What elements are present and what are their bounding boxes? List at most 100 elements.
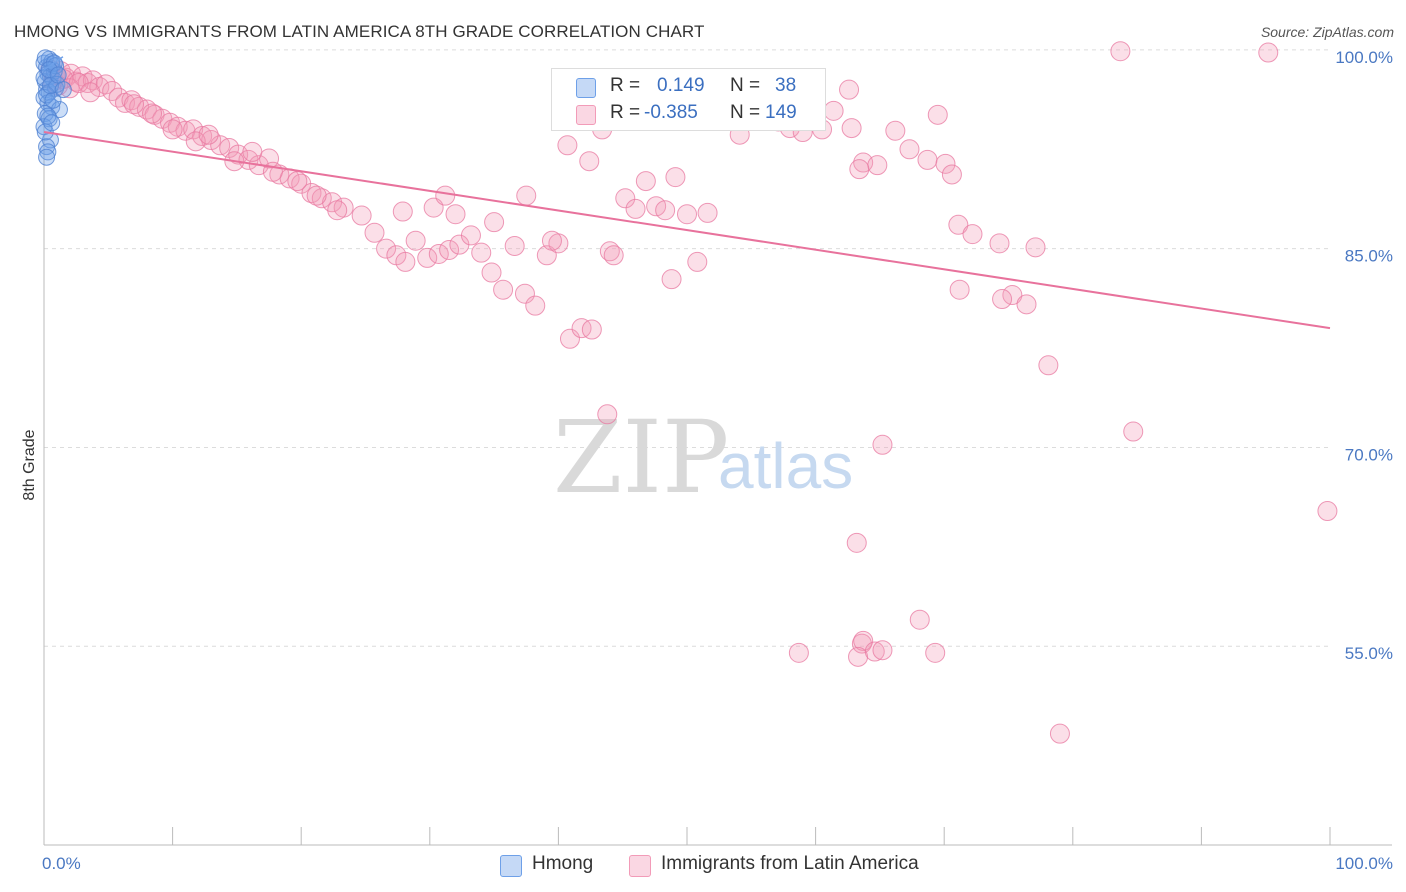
- latin-america-point: [142, 103, 163, 124]
- latin-america-point: [445, 204, 466, 225]
- latin-america-swatch: [629, 855, 651, 877]
- latin-america-point: [301, 183, 322, 203]
- latin-america-point: [849, 159, 870, 180]
- hmong-point: [49, 66, 67, 84]
- y-tick-labels: 55.0% 70.0% 85.0% 100.0%: [1335, 48, 1393, 663]
- latin-america-point: [1016, 294, 1037, 315]
- hmong-legend-label: Hmong: [532, 853, 594, 874]
- latin-america-point: [364, 222, 385, 243]
- latin-america-point: [839, 79, 860, 100]
- n-value: 38: [775, 75, 797, 96]
- latin-america-point: [287, 171, 308, 192]
- y-tick-label: 55.0%: [1345, 644, 1393, 663]
- latin-america-point: [392, 201, 413, 222]
- x-tick-label: 100.0%: [1335, 854, 1393, 873]
- y-tick-label: 100.0%: [1335, 48, 1393, 67]
- latin-america-point: [1049, 723, 1070, 744]
- latin-america-point: [661, 269, 682, 290]
- latin-america-point: [439, 239, 460, 260]
- latin-america-point: [1123, 421, 1144, 442]
- latin-america-point: [185, 131, 206, 152]
- latin-america-point: [428, 243, 449, 264]
- latin-america-point: [571, 318, 592, 339]
- latin-america-point: [872, 434, 893, 455]
- hmong-point: [39, 143, 57, 161]
- latin-america-point: [484, 212, 505, 233]
- latin-america-point: [417, 247, 438, 268]
- latin-america-point: [948, 214, 969, 235]
- latin-america-point: [311, 188, 332, 209]
- latin-america-point: [80, 82, 101, 103]
- latin-america-point: [848, 646, 869, 667]
- latin-america-point: [1025, 237, 1046, 258]
- latin-america-point: [841, 118, 862, 139]
- r-value: -0.385: [644, 102, 698, 123]
- hmong-swatch: [500, 855, 522, 877]
- latin-america-point: [504, 236, 525, 257]
- latin-america-point: [846, 532, 867, 553]
- watermark-atlas: atlas: [718, 430, 853, 502]
- latin-america-point: [927, 104, 948, 125]
- latin-america-point: [989, 233, 1010, 254]
- latin-america-point: [162, 119, 183, 140]
- latin-america-point: [405, 230, 426, 251]
- latin-america-point: [867, 155, 888, 176]
- latin-america-point: [516, 185, 537, 206]
- latin-america-point: [655, 200, 676, 221]
- latin-america-point: [541, 230, 562, 251]
- latin-america-point: [603, 245, 624, 266]
- hmong-point: [43, 114, 61, 132]
- latin-america-point: [559, 328, 580, 349]
- latin-america-point: [108, 87, 129, 108]
- latin-america-point: [327, 200, 348, 221]
- latin-america-point: [124, 94, 145, 115]
- latin-america-point: [597, 404, 618, 425]
- latin-america-point: [962, 224, 983, 245]
- legend-row-latin-america: R = -0.385 N = 149: [552, 102, 825, 126]
- latin-america-point: [471, 242, 492, 263]
- latin-america-point: [677, 204, 697, 225]
- latin-america-point: [1038, 355, 1059, 376]
- latin-america-point: [460, 225, 481, 246]
- hmong-swatch: [576, 78, 596, 98]
- latin-america-point: [376, 238, 397, 259]
- latin-america-trend-line: [43, 131, 1331, 330]
- latin-america-point: [1002, 285, 1023, 306]
- latin-america-point: [788, 642, 809, 663]
- latin-america-point: [525, 295, 546, 316]
- latin-america-point: [885, 120, 906, 141]
- latin-america-point: [579, 151, 600, 172]
- x-tick-label: 0.0%: [42, 854, 81, 873]
- trend-lines: [43, 55, 1331, 330]
- latin-america-point: [665, 167, 686, 188]
- y-tick-label: 70.0%: [1345, 445, 1393, 464]
- latin-america-point: [121, 90, 142, 111]
- latin-america-point: [864, 641, 885, 662]
- latin-america-point: [306, 185, 327, 206]
- y-axis-label: 8th Grade: [21, 429, 38, 500]
- gridlines: [44, 49, 1330, 647]
- hmong-point: [40, 61, 58, 79]
- watermark-zip: ZIP: [553, 399, 729, 516]
- axes: [43, 70, 1392, 846]
- chart-title: HMONG VS IMMIGRANTS FROM LATIN AMERICA 8…: [14, 22, 705, 41]
- y-tick-label: 85.0%: [1345, 247, 1393, 266]
- latin-america-point: [198, 124, 219, 145]
- latin-america-point: [872, 640, 893, 661]
- n-value: 149: [765, 102, 797, 123]
- latin-america-point: [687, 251, 708, 272]
- watermark: ZIP atlas: [553, 399, 853, 516]
- latin-america-point: [935, 153, 956, 174]
- latin-america-point: [599, 241, 620, 262]
- n-label: N =: [730, 75, 761, 96]
- latin-america-point: [899, 139, 920, 160]
- latin-america-point: [909, 609, 930, 630]
- hmong-point: [54, 81, 72, 99]
- latin-america-point: [481, 262, 502, 283]
- latin-america-point: [351, 205, 372, 226]
- latin-america-point: [697, 202, 718, 223]
- hmong-point: [44, 91, 62, 109]
- source-credit: Source: ZipAtlas.com: [1260, 24, 1394, 40]
- latin-america-point: [581, 319, 602, 340]
